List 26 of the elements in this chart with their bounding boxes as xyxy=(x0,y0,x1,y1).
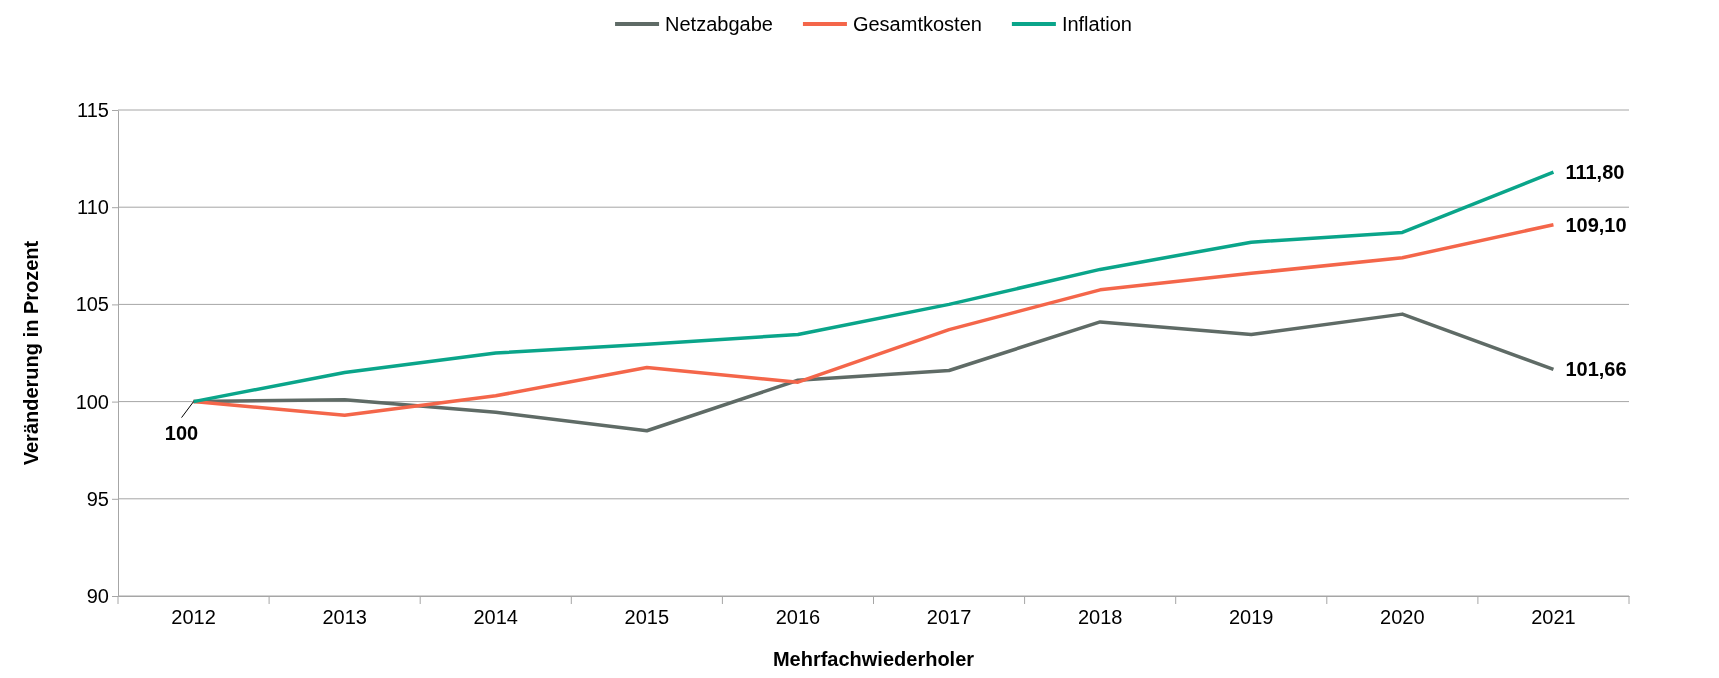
y-tick-label: 100 xyxy=(75,390,109,413)
x-tick-label: 2019 xyxy=(1229,606,1274,629)
y-tick-label: 115 xyxy=(77,98,109,121)
legend-label: Netzabgabe xyxy=(665,13,773,35)
legend-label: Gesamtkosten xyxy=(852,13,982,35)
x-axis-title: Mehrfachwiederholer xyxy=(772,648,975,670)
y-axis-title: Veränderung in Prozent xyxy=(20,240,42,466)
y-tick-label: 95 xyxy=(86,487,109,510)
x-tick-label: 2018 xyxy=(1077,606,1123,629)
data-label: 109,10 xyxy=(1565,213,1627,236)
annotation: 100 xyxy=(164,421,199,444)
x-tick-label: 2014 xyxy=(473,606,518,629)
x-tick-label: 2015 xyxy=(624,606,670,629)
data-label: 111,80 xyxy=(1565,161,1625,184)
x-tick-label: 2013 xyxy=(322,606,367,629)
y-tick-label: 105 xyxy=(75,293,109,316)
y-tick-label: 110 xyxy=(77,196,109,219)
x-tick-label: 2017 xyxy=(926,606,972,629)
y-tick-label: 90 xyxy=(86,584,109,607)
x-tick-label: 2021 xyxy=(1531,606,1576,629)
legend-label: Inflation xyxy=(1061,13,1132,35)
x-tick-label: 2012 xyxy=(171,606,216,629)
x-tick-label: 2020 xyxy=(1380,606,1425,629)
line-series xyxy=(191,170,1556,404)
x-tick-label: 2016 xyxy=(775,606,821,629)
data-label: 101,66 xyxy=(1565,358,1627,381)
